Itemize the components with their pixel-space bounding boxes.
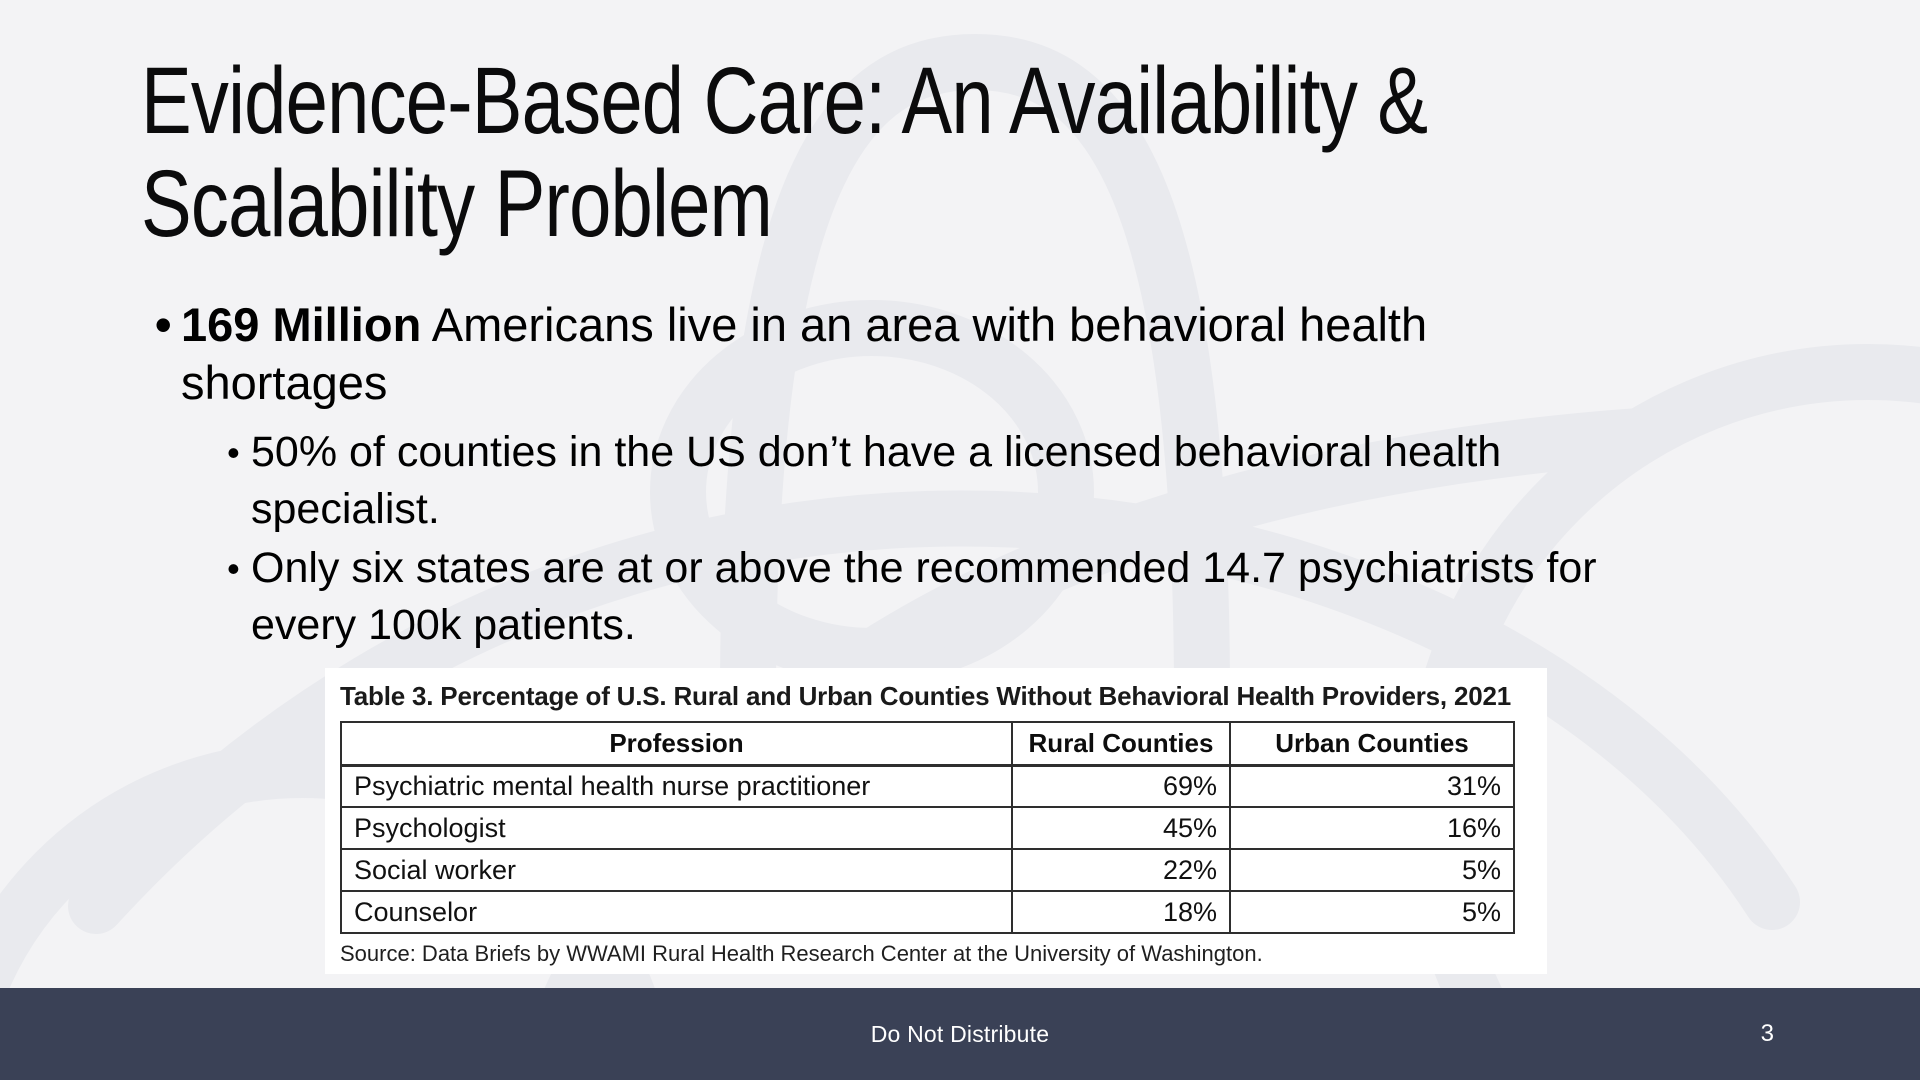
page-title-line-1: Evidence-Based Care: An Availability & xyxy=(141,48,1428,154)
bullet-main: • 169 Million Americans live in an area … xyxy=(155,296,1427,412)
table-header-row: Profession Rural Counties Urban Counties xyxy=(340,721,1515,767)
cell-rural-value: 18% xyxy=(1011,890,1231,934)
cell-rural-value: 22% xyxy=(1011,848,1231,892)
watermark-bottom-left-ring xyxy=(0,742,676,1080)
table-row: Counselor 18% 5% xyxy=(340,890,1515,934)
cell-profession: Counselor xyxy=(340,890,1013,934)
providers-table: Profession Rural Counties Urban Counties… xyxy=(340,721,1515,934)
bullet-marker: • xyxy=(155,298,172,351)
table-row: Social worker 22% 5% xyxy=(340,848,1515,892)
bullet-sub-2: • Only six states are at or above the re… xyxy=(227,540,1597,654)
cell-urban-value: 16% xyxy=(1229,806,1515,850)
table-row: Psychologist 45% 16% xyxy=(340,806,1515,850)
table-panel: Table 3. Percentage of U.S. Rural and Ur… xyxy=(325,668,1547,974)
cell-profession: Psychiatric mental health nurse practiti… xyxy=(340,764,1013,808)
page-number: 3 xyxy=(1760,1020,1774,1047)
cell-profession: Psychologist xyxy=(340,806,1013,850)
table-title: Table 3. Percentage of U.S. Rural and Ur… xyxy=(340,681,1511,711)
bullet-marker: • xyxy=(227,432,240,473)
bullet-sub-2-line-2: every 100k patients. xyxy=(251,601,636,649)
page-title-line-2: Scalability Problem xyxy=(141,150,773,257)
bullet-sub-1-line-1: 50% of counties in the US don’t have a l… xyxy=(251,428,1502,476)
bullet-main-line-1: 169 Million Americans live in an area wi… xyxy=(181,296,1427,354)
cell-rural-value: 45% xyxy=(1011,806,1231,850)
column-header-urban-counties: Urban Counties xyxy=(1229,721,1515,767)
bullet-main-regular-text: Americans live in an area with behaviora… xyxy=(421,298,1428,351)
bullet-main-bold-text: 169 Million xyxy=(181,298,422,351)
bullet-main-text: 169 Million Americans live in an area wi… xyxy=(181,296,1427,412)
footer-bar: Do Not Distribute 3 xyxy=(0,988,1920,1080)
cell-urban-value: 5% xyxy=(1229,890,1515,934)
bullet-main-line-2: shortages xyxy=(181,356,388,409)
table-source-note: Source: Data Briefs by WWAMI Rural Healt… xyxy=(340,941,1263,966)
cell-urban-value: 31% xyxy=(1229,764,1515,808)
cell-profession: Social worker xyxy=(340,848,1013,892)
column-header-profession: Profession xyxy=(340,721,1013,767)
bullet-sub-1: • 50% of counties in the US don’t have a… xyxy=(227,424,1501,538)
cell-rural-value: 69% xyxy=(1011,764,1231,808)
page-title: Evidence-Based Care: An Availability & S… xyxy=(141,48,1428,257)
watermark-arch xyxy=(720,33,1230,728)
bullet-marker: • xyxy=(227,548,240,589)
footer-label: Do Not Distribute xyxy=(870,1020,1050,1047)
bullet-sub-2-line-1: Only six states are at or above the reco… xyxy=(251,544,1597,592)
column-header-rural-counties: Rural Counties xyxy=(1011,721,1231,767)
cell-urban-value: 5% xyxy=(1229,848,1515,892)
bullet-sub-1-text: 50% of counties in the US don’t have a l… xyxy=(251,424,1501,538)
bullet-sub-1-line-2: specialist. xyxy=(251,485,440,533)
table-row: Psychiatric mental health nurse practiti… xyxy=(340,764,1515,808)
bullet-sub-2-text: Only six states are at or above the reco… xyxy=(251,540,1597,654)
